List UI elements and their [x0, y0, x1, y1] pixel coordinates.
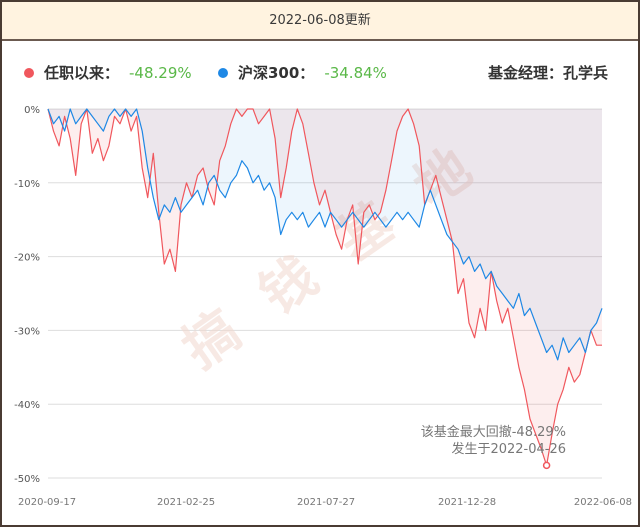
- update-header: 2022-06-08更新: [2, 2, 638, 41]
- y-tick-label: -40%: [14, 400, 40, 411]
- y-tick-label: 0%: [24, 105, 40, 116]
- axis-labels: 0% -10% -20% -30% -40% -50% 2020-09-17 2021-02-…: [14, 105, 632, 508]
- legend-fund-label: 任职以来：: [44, 64, 120, 82]
- y-tick-label: -50%: [14, 474, 40, 485]
- legend-fund-value: -48.29%: [129, 63, 192, 82]
- x-tick-label: 2021-12-28: [438, 497, 496, 508]
- fund-manager: 基金经理：孔学兵: [487, 64, 608, 82]
- y-tick-label: -30%: [14, 326, 40, 337]
- max-drawdown-annotation: 该基金最大回撤-48.29%发生于2022-04-26: [421, 424, 566, 470]
- legend-index-value: -34.84%: [324, 63, 387, 82]
- index-line: [47, 108, 603, 361]
- annotation-line2: 发生于2022-04-26: [451, 441, 566, 457]
- area-fill: [48, 109, 602, 466]
- fund-line: [47, 108, 602, 466]
- max-drawdown-marker[interactable]: [542, 461, 551, 470]
- grid-lines: [48, 108, 602, 479]
- y-tick-label: -10%: [14, 179, 40, 190]
- red-dot-icon: [24, 67, 34, 78]
- legend-index-label: 沪深300：: [238, 64, 315, 82]
- series-lines: [47, 108, 603, 466]
- update-date: 2022-06-08更新: [269, 13, 371, 28]
- y-tick-label: -20%: [14, 253, 40, 264]
- x-tick-label: 2022-06-08: [574, 497, 632, 508]
- annotation-line1: 该基金最大回撤-48.29%: [421, 424, 566, 440]
- blue-dot-icon: [218, 67, 228, 78]
- x-tick-label: 2021-07-27: [297, 497, 355, 508]
- drawdown-areas: [48, 109, 602, 466]
- x-tick-label: 2021-02-25: [157, 497, 215, 508]
- legend: 任职以来： -48.29% 沪深300： -34.84% 基金经理：孔学兵: [2, 62, 638, 86]
- legend-item-index[interactable]: 沪深300： -34.84%: [218, 62, 387, 83]
- area-fill: [48, 109, 602, 360]
- legend-item-fund[interactable]: 任职以来： -48.29%: [24, 62, 192, 83]
- x-tick-label: 2020-09-17: [18, 497, 76, 508]
